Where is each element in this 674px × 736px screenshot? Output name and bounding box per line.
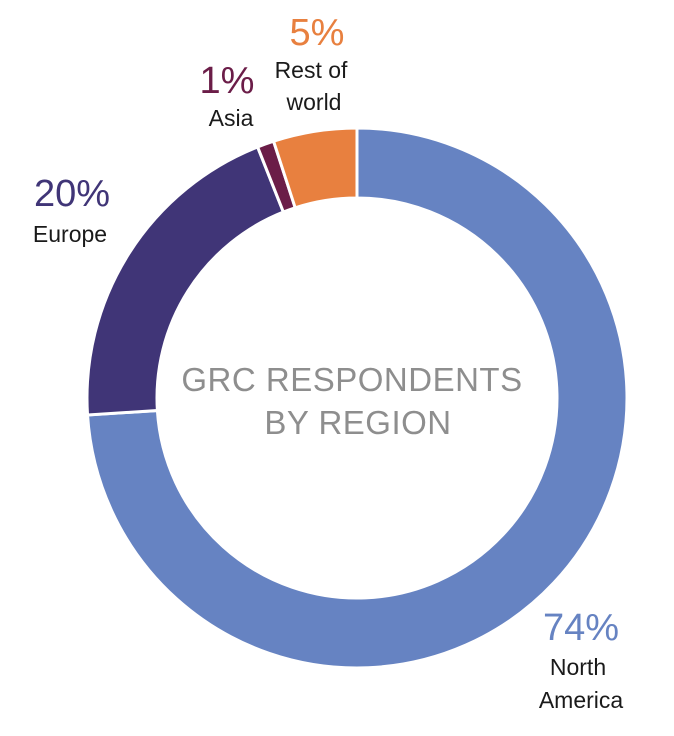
category-label-europe: Europe [33, 221, 107, 247]
chart-title-line-2: BY REGION [264, 404, 451, 441]
slices-layer [85, 126, 629, 670]
chart-title: GRC RESPONDENTS BY REGION [181, 361, 522, 441]
donut-slice-north-america [85, 126, 629, 670]
slice-label-europe: 20% Europe [33, 173, 110, 247]
category-label-rest-of-world-line-1: Rest of [275, 57, 348, 83]
slice-label-asia: 1% Asia [200, 60, 255, 131]
chart-title-line-1: GRC RESPONDENTS [181, 361, 522, 398]
value-label-europe: 20% [34, 173, 110, 215]
value-label-rest-of-world: 5% [290, 12, 345, 54]
category-label-north-america-line-1: North [550, 654, 606, 680]
category-label-asia: Asia [209, 105, 254, 131]
category-label-north-america-line-2: America [539, 687, 624, 713]
donut-slice-rest-of-world [271, 126, 359, 210]
slice-label-rest-of-world: 5% Rest of world [275, 12, 348, 115]
slice-label-north-america: 74% North America [539, 607, 624, 713]
value-label-asia: 1% [200, 60, 255, 102]
category-label-rest-of-world-line-2: world [286, 89, 342, 115]
value-label-north-america: 74% [543, 607, 619, 649]
